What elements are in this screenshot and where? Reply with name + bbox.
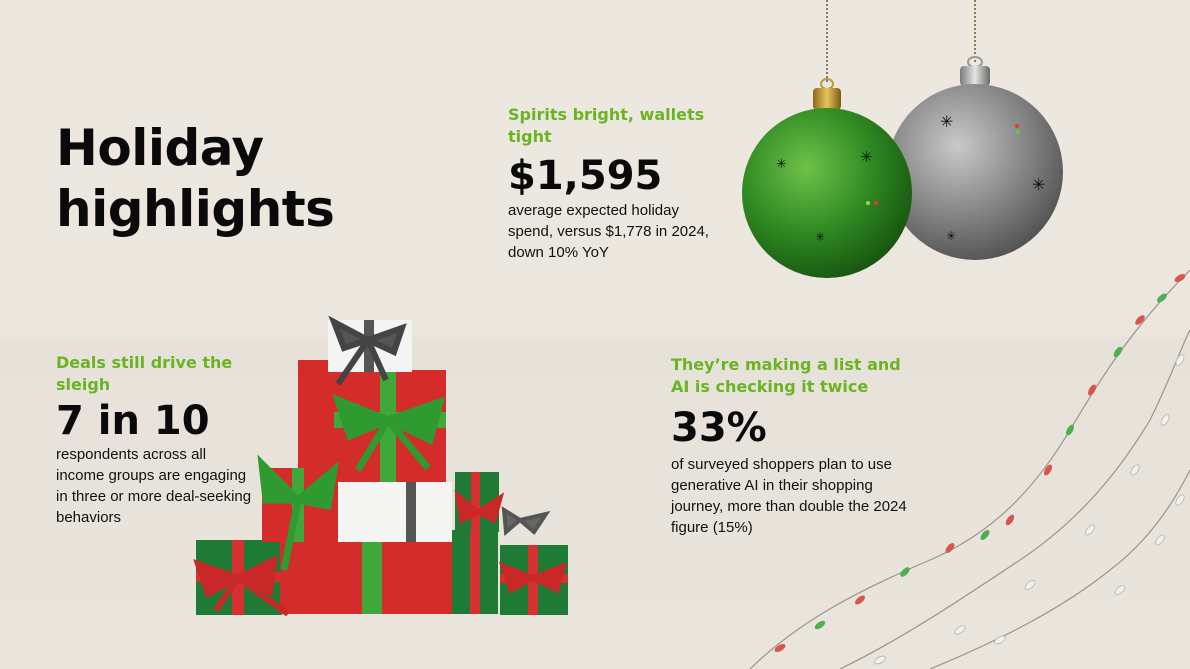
svg-text:✳: ✳ xyxy=(1032,175,1045,194)
green-ornament-icon: ✳ ✳ ✳ xyxy=(742,0,912,278)
title-line-1: Holiday xyxy=(56,119,264,177)
spend-description: average expected holiday spend, versus $… xyxy=(508,202,709,261)
svg-text:✳: ✳ xyxy=(940,112,953,131)
ai-kicker-line-1: They’re making a list and xyxy=(671,355,901,374)
spend-stat: $1,595 xyxy=(508,153,663,199)
deals-stat: 7 in 10 xyxy=(56,398,210,444)
spend-kicker: Spirits bright, wallets tight xyxy=(508,105,705,146)
ai-kicker-line-2: AI is checking it twice xyxy=(671,377,869,396)
silver-ornament-icon: ✳ ✳ ✳ xyxy=(887,0,1063,260)
spend-highlight: Spirits bright, wallets tight $1,595 ave… xyxy=(508,104,748,263)
gift-stack-icon xyxy=(193,315,568,617)
deals-highlight: Deals still drive the sleigh 7 in 10 res… xyxy=(56,352,286,528)
svg-text:✳: ✳ xyxy=(815,230,825,244)
ai-description: of surveyed shoppers plan to use generat… xyxy=(671,456,907,536)
svg-text:✳: ✳ xyxy=(860,148,873,166)
ai-stat: 33% xyxy=(671,405,767,451)
light-bulbs xyxy=(774,274,1186,665)
ai-highlight: They’re making a list and AI is checking… xyxy=(671,354,921,538)
page-title: Holiday highlights xyxy=(56,118,416,240)
deals-description: respondents across all income groups are… xyxy=(56,446,252,526)
title-line-2: highlights xyxy=(56,180,335,238)
svg-text:✳: ✳ xyxy=(946,229,956,243)
deals-kicker: Deals still drive the sleigh xyxy=(56,353,233,394)
svg-text:✳: ✳ xyxy=(776,157,787,172)
